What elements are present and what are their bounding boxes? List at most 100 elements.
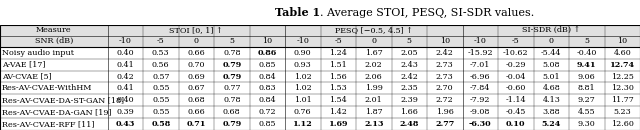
Text: 0.41: 0.41	[116, 61, 134, 69]
Text: 2.77: 2.77	[435, 120, 454, 128]
Text: 0.69: 0.69	[188, 73, 205, 81]
Text: 0.84: 0.84	[259, 73, 276, 81]
Text: SI-SDR (dB) ↑: SI-SDR (dB) ↑	[522, 26, 580, 34]
Text: 9.06: 9.06	[578, 73, 596, 81]
Text: 12.25: 12.25	[611, 73, 634, 81]
Text: 1.99: 1.99	[365, 84, 383, 92]
Text: 0.40: 0.40	[116, 96, 134, 104]
Text: -10.62: -10.62	[503, 49, 529, 57]
Text: 2.72: 2.72	[436, 96, 454, 104]
Text: 2.02: 2.02	[365, 61, 383, 69]
Text: 2.13: 2.13	[364, 120, 383, 128]
Text: 0.93: 0.93	[294, 61, 312, 69]
Text: 2.39: 2.39	[401, 96, 418, 104]
Text: 0.55: 0.55	[152, 84, 170, 92]
Text: -6.30: -6.30	[469, 120, 492, 128]
Text: 0.10: 0.10	[506, 120, 525, 128]
Text: 1.87: 1.87	[365, 108, 383, 116]
Text: . Average STOI, PESQ, SI-SDR values.: . Average STOI, PESQ, SI-SDR values.	[320, 8, 534, 18]
Text: 0.55: 0.55	[152, 96, 170, 104]
Text: 0.41: 0.41	[116, 84, 134, 92]
Text: 0: 0	[548, 37, 554, 45]
Text: 0.83: 0.83	[259, 84, 276, 92]
Text: -5: -5	[334, 37, 342, 45]
Text: -1.14: -1.14	[506, 96, 526, 104]
Text: 2.42: 2.42	[436, 49, 454, 57]
Text: 1.54: 1.54	[330, 96, 347, 104]
Text: 0.68: 0.68	[223, 108, 241, 116]
Text: 9.30: 9.30	[578, 120, 596, 128]
Text: 0.66: 0.66	[188, 49, 205, 57]
Text: 0.68: 0.68	[188, 96, 205, 104]
Text: 12.30: 12.30	[611, 84, 634, 92]
Text: 0.78: 0.78	[223, 96, 241, 104]
Text: -5: -5	[157, 37, 164, 45]
Text: -9.08: -9.08	[470, 108, 490, 116]
Text: -0.29: -0.29	[506, 61, 526, 69]
Text: 0.85: 0.85	[259, 61, 276, 69]
Text: 0.53: 0.53	[152, 49, 170, 57]
Text: 0.40: 0.40	[116, 49, 134, 57]
Text: 0.70: 0.70	[188, 61, 205, 69]
Text: -10: -10	[119, 37, 132, 45]
Text: 0: 0	[371, 37, 376, 45]
Text: 4.13: 4.13	[542, 96, 560, 104]
Text: 0.72: 0.72	[259, 108, 276, 116]
Text: 1.51: 1.51	[330, 61, 347, 69]
Text: 2.01: 2.01	[365, 96, 383, 104]
Text: 0.57: 0.57	[152, 73, 170, 81]
Text: 0.71: 0.71	[186, 120, 206, 128]
Text: 10: 10	[617, 37, 627, 45]
Text: 4.68: 4.68	[542, 84, 560, 92]
Text: 5.01: 5.01	[543, 73, 560, 81]
Text: 3.88: 3.88	[543, 108, 560, 116]
Text: 0.79: 0.79	[222, 120, 241, 128]
Text: 0.66: 0.66	[188, 108, 205, 116]
Text: -5: -5	[512, 37, 520, 45]
Text: Table 1: Table 1	[275, 7, 320, 18]
Text: -6.96: -6.96	[470, 73, 491, 81]
Text: 5: 5	[229, 37, 234, 45]
Text: 1.01: 1.01	[294, 96, 312, 104]
Text: 1.96: 1.96	[436, 108, 454, 116]
Text: SNR (dB): SNR (dB)	[35, 37, 73, 45]
Text: 5.23: 5.23	[613, 108, 631, 116]
Text: 1.02: 1.02	[294, 84, 312, 92]
Text: 10: 10	[440, 37, 450, 45]
Text: 2.48: 2.48	[399, 120, 419, 128]
Bar	[0, 25, 640, 36]
Text: 5.08: 5.08	[543, 61, 560, 69]
Text: 8.81: 8.81	[578, 84, 596, 92]
Text: 12.74: 12.74	[610, 61, 635, 69]
Text: -7.92: -7.92	[470, 96, 490, 104]
Text: 10: 10	[262, 37, 273, 45]
Text: 1.56: 1.56	[330, 73, 347, 81]
Text: STOI [0, 1] ↑: STOI [0, 1] ↑	[170, 26, 223, 34]
Text: 2.73: 2.73	[436, 73, 454, 81]
Text: 1.02: 1.02	[294, 73, 312, 81]
Text: 2.05: 2.05	[401, 49, 418, 57]
Text: Res-AV-CVAE-WithHM: Res-AV-CVAE-WithHM	[2, 84, 92, 92]
Text: 0.55: 0.55	[152, 108, 170, 116]
Text: -10: -10	[474, 37, 486, 45]
Text: 0.76: 0.76	[294, 108, 312, 116]
Text: -0.45: -0.45	[506, 108, 526, 116]
Text: Res-AV-CVAE-DA-GAN [19]: Res-AV-CVAE-DA-GAN [19]	[2, 108, 111, 116]
Text: 2.06: 2.06	[365, 73, 383, 81]
Text: Res-AV-CVAE-DA-ST-GAN [18]: Res-AV-CVAE-DA-ST-GAN [18]	[2, 96, 124, 104]
Bar	[0, 36, 640, 47]
Text: -15.92: -15.92	[467, 49, 493, 57]
Text: 0.78: 0.78	[223, 49, 241, 57]
Text: 4.60: 4.60	[613, 49, 631, 57]
Text: 2.73: 2.73	[436, 61, 454, 69]
Text: 5.24: 5.24	[541, 120, 561, 128]
Text: 0: 0	[194, 37, 199, 45]
Text: 2.42: 2.42	[401, 73, 418, 81]
Text: 2.43: 2.43	[401, 61, 418, 69]
Text: 1.66: 1.66	[401, 108, 418, 116]
Text: -0.40: -0.40	[577, 49, 597, 57]
Text: 12.60: 12.60	[611, 120, 634, 128]
Text: 0.90: 0.90	[294, 49, 312, 57]
Text: Res-AV-CVAE-RFF [11]: Res-AV-CVAE-RFF [11]	[2, 120, 95, 128]
Text: A-VAE [17]: A-VAE [17]	[2, 61, 45, 69]
